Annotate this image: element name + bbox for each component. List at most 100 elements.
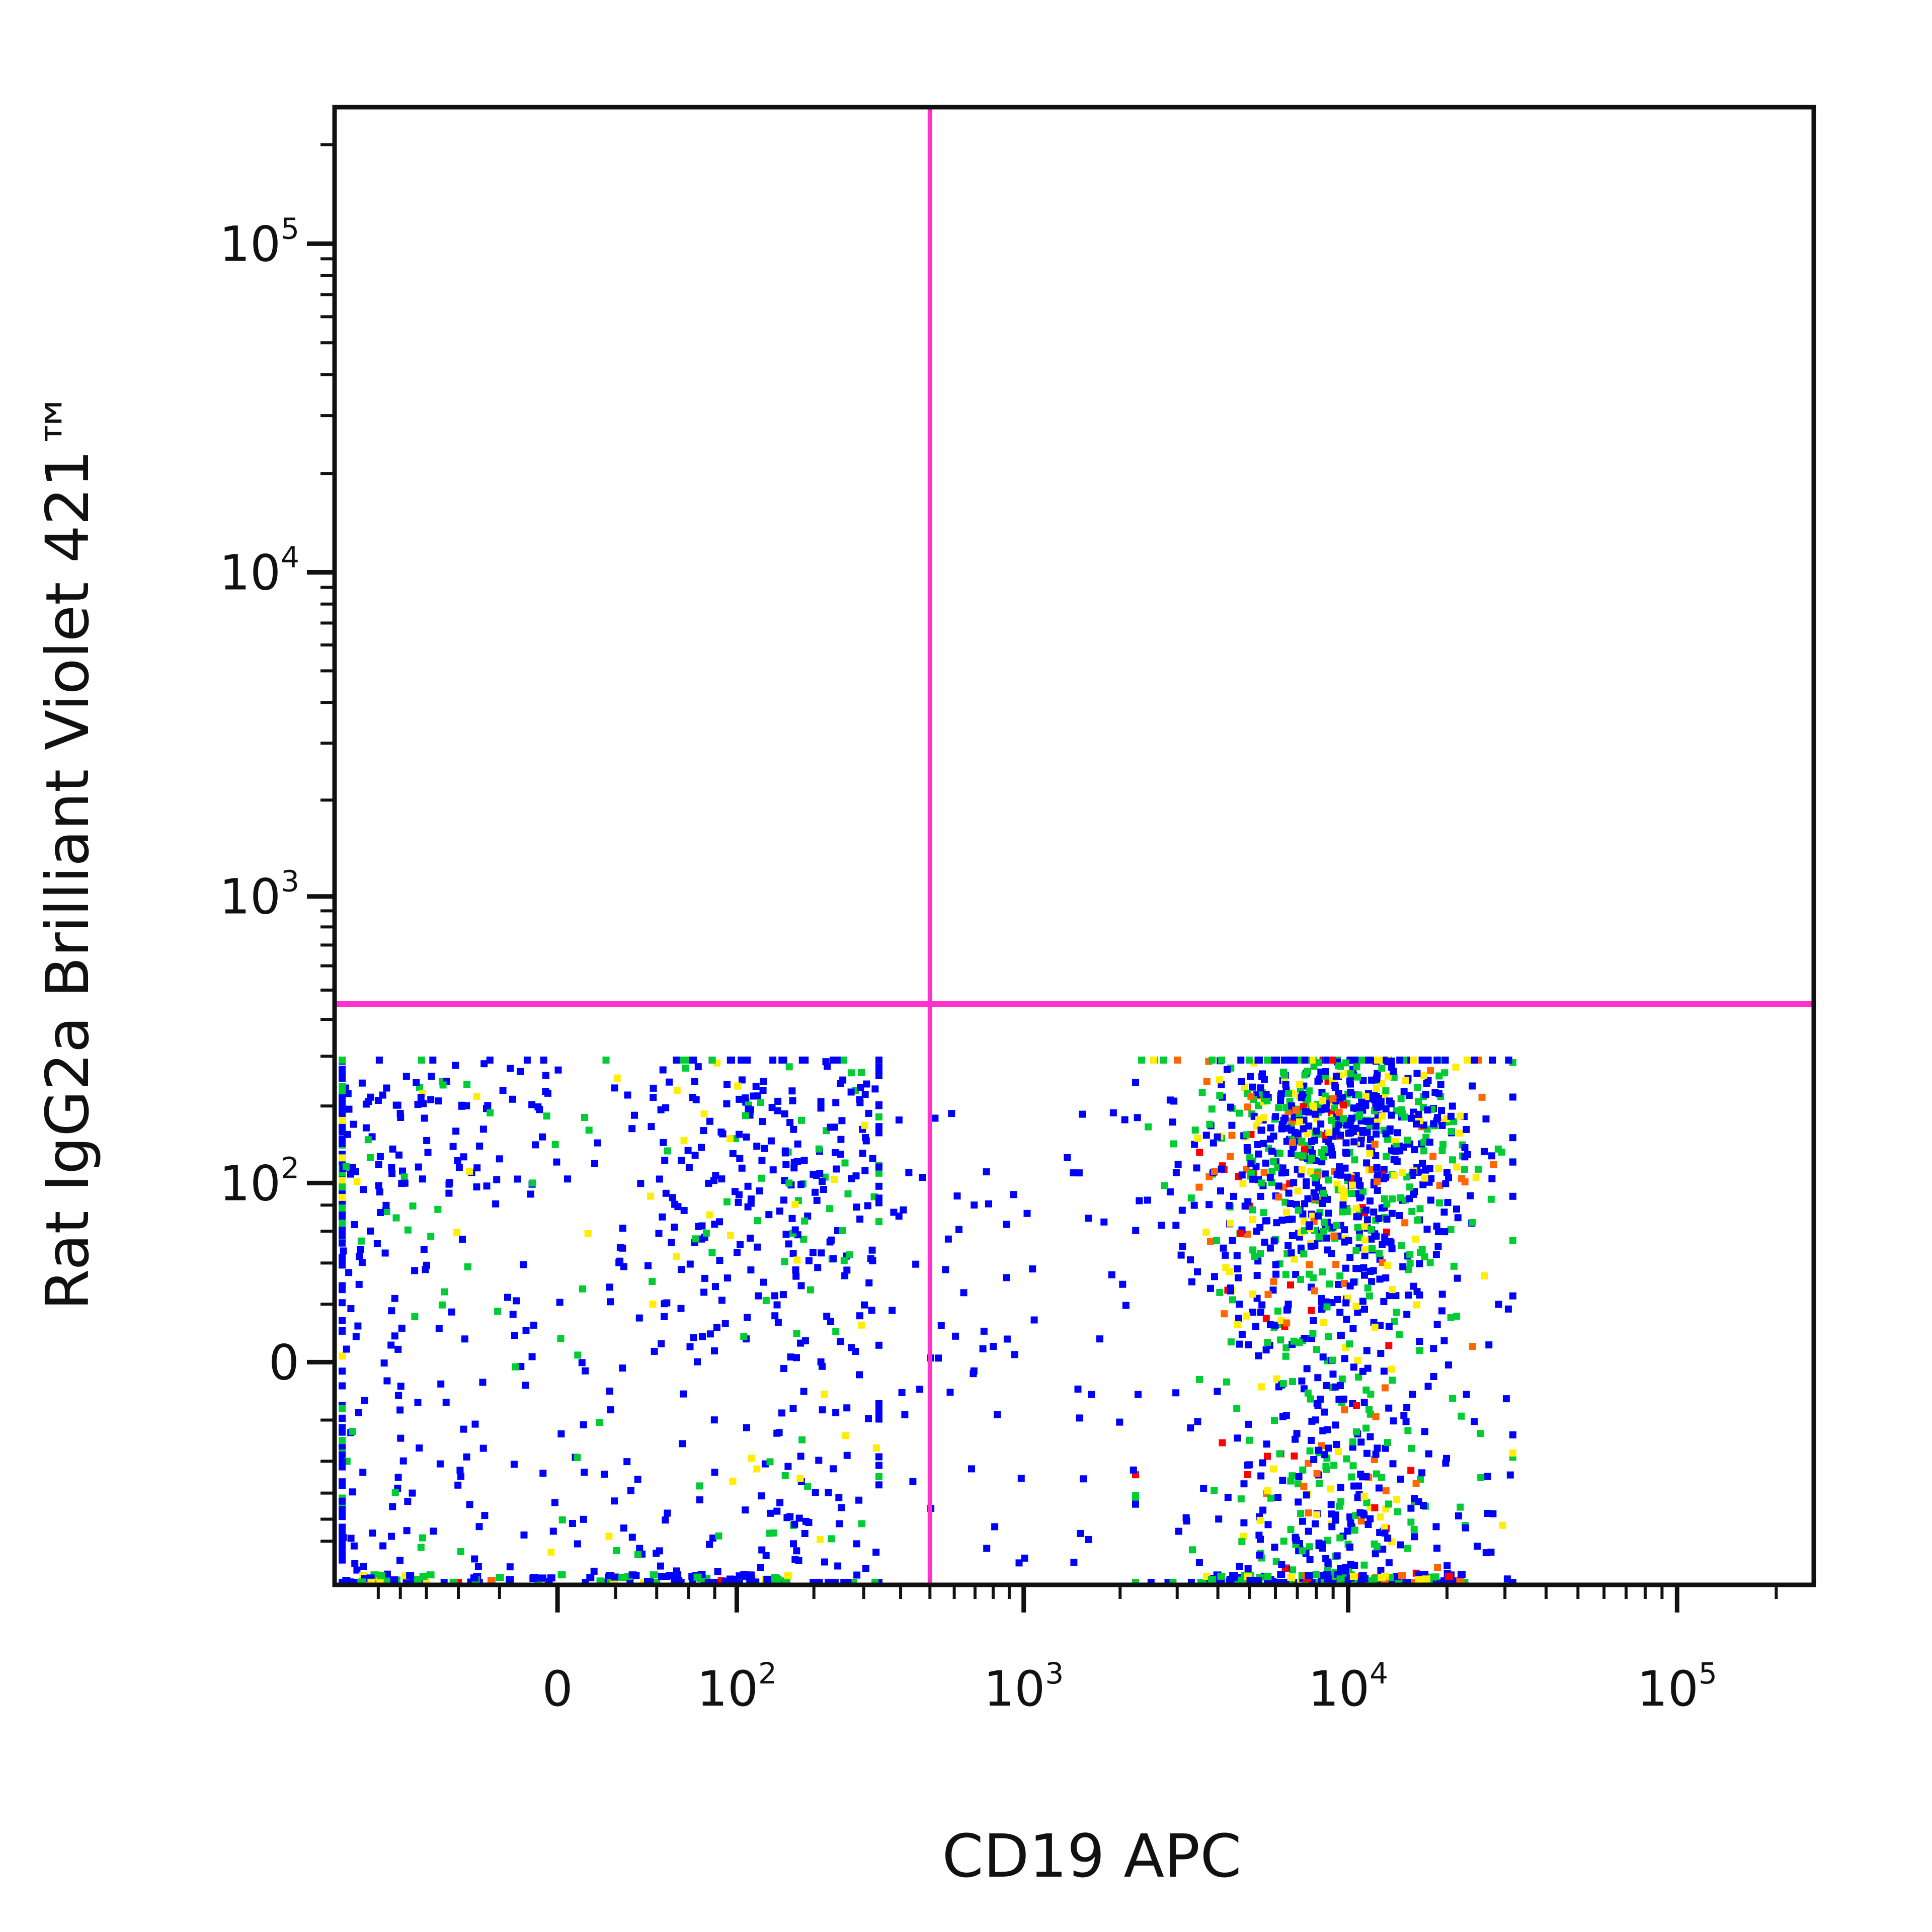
event-point bbox=[1287, 1150, 1295, 1157]
event-point bbox=[1355, 1091, 1362, 1099]
event-point bbox=[778, 1057, 786, 1064]
event-point bbox=[1375, 1215, 1383, 1222]
event-point bbox=[380, 1359, 388, 1367]
event-point bbox=[875, 1102, 882, 1109]
event-point bbox=[1302, 1108, 1309, 1115]
event-point bbox=[855, 1496, 863, 1504]
event-point bbox=[422, 1266, 429, 1273]
event-point bbox=[1237, 1495, 1245, 1503]
event-point bbox=[347, 1535, 355, 1542]
event-point bbox=[1287, 1525, 1295, 1533]
event-point bbox=[857, 1084, 864, 1091]
event-point bbox=[352, 1333, 360, 1340]
event-point bbox=[1399, 1169, 1406, 1176]
event-point bbox=[1116, 1418, 1123, 1426]
event-point bbox=[837, 1136, 845, 1143]
event-point bbox=[875, 1057, 882, 1064]
event-point bbox=[636, 1545, 643, 1552]
event-point bbox=[1485, 1341, 1493, 1349]
event-point bbox=[1258, 1179, 1265, 1187]
event-point bbox=[1251, 1253, 1258, 1260]
event-point bbox=[792, 1266, 799, 1274]
event-point bbox=[427, 1233, 435, 1240]
event-point bbox=[1329, 1057, 1336, 1064]
event-point bbox=[1194, 1268, 1201, 1275]
event-point bbox=[1287, 1126, 1295, 1134]
event-point bbox=[1399, 1263, 1407, 1270]
event-point bbox=[1254, 1141, 1261, 1148]
event-point bbox=[875, 1481, 882, 1489]
event-point bbox=[1372, 1413, 1380, 1420]
event-point bbox=[856, 1371, 863, 1379]
event-point bbox=[1070, 1169, 1077, 1177]
event-point bbox=[1304, 1389, 1312, 1397]
event-point bbox=[1437, 1081, 1444, 1088]
event-point bbox=[782, 1161, 790, 1168]
event-point bbox=[784, 1572, 792, 1579]
event-point bbox=[1003, 1221, 1010, 1228]
event-point bbox=[817, 1358, 825, 1365]
event-point bbox=[339, 1154, 346, 1162]
event-point bbox=[1329, 1151, 1336, 1158]
event-point bbox=[1183, 1517, 1190, 1525]
event-point bbox=[875, 1341, 882, 1349]
event-point bbox=[339, 1367, 346, 1375]
event-point bbox=[1304, 1195, 1312, 1202]
event-point bbox=[1321, 1451, 1329, 1459]
event-point bbox=[481, 1512, 489, 1519]
event-point bbox=[379, 1091, 386, 1099]
event-point bbox=[1367, 1390, 1375, 1398]
event-point bbox=[843, 1452, 851, 1459]
event-point bbox=[463, 1453, 470, 1461]
event-point bbox=[1474, 1543, 1481, 1550]
event-point bbox=[712, 1283, 719, 1291]
event-point bbox=[946, 1389, 954, 1396]
event-point bbox=[1336, 1163, 1343, 1171]
event-point bbox=[1354, 1224, 1361, 1231]
event-point bbox=[1410, 1525, 1418, 1533]
event-point bbox=[473, 1164, 481, 1172]
event-point bbox=[680, 1390, 687, 1398]
event-point bbox=[1444, 1573, 1453, 1580]
event-point bbox=[742, 1094, 749, 1102]
event-point bbox=[1430, 1345, 1437, 1352]
event-point bbox=[413, 1079, 420, 1086]
event-point bbox=[449, 1143, 457, 1150]
event-point bbox=[1293, 1537, 1300, 1544]
event-point bbox=[1421, 1428, 1428, 1435]
event-point bbox=[1236, 1301, 1243, 1308]
event-point bbox=[875, 1199, 882, 1206]
event-point bbox=[1303, 1178, 1310, 1186]
event-point bbox=[786, 1119, 794, 1126]
event-point bbox=[1289, 1472, 1296, 1480]
event-point bbox=[1136, 1197, 1143, 1204]
event-point bbox=[747, 1106, 754, 1113]
event-point bbox=[1387, 1239, 1395, 1247]
event-point bbox=[793, 1330, 800, 1337]
event-point bbox=[1266, 1174, 1274, 1181]
event-point bbox=[1216, 1289, 1224, 1296]
event-point bbox=[1274, 1307, 1281, 1315]
event-point bbox=[1247, 1160, 1255, 1167]
event-point bbox=[1276, 1150, 1284, 1157]
event-point bbox=[1376, 1275, 1384, 1283]
event-point bbox=[1313, 1346, 1320, 1353]
event-point bbox=[1278, 1561, 1285, 1568]
event-point bbox=[785, 1240, 792, 1248]
event-point bbox=[388, 1170, 396, 1177]
event-point bbox=[1502, 1395, 1510, 1403]
event-point bbox=[1222, 1251, 1229, 1259]
event-point bbox=[1337, 1565, 1344, 1572]
event-point bbox=[1504, 1305, 1512, 1313]
event-point bbox=[723, 1274, 731, 1282]
event-point bbox=[1386, 1125, 1394, 1133]
event-point bbox=[952, 1332, 959, 1340]
event-point bbox=[1436, 1199, 1443, 1206]
event-point bbox=[350, 1120, 357, 1128]
event-point bbox=[809, 1249, 817, 1256]
event-point bbox=[1456, 1130, 1464, 1137]
event-point bbox=[530, 1321, 537, 1329]
event-point bbox=[542, 1072, 549, 1079]
event-point bbox=[557, 1430, 565, 1437]
event-point bbox=[744, 1314, 751, 1321]
